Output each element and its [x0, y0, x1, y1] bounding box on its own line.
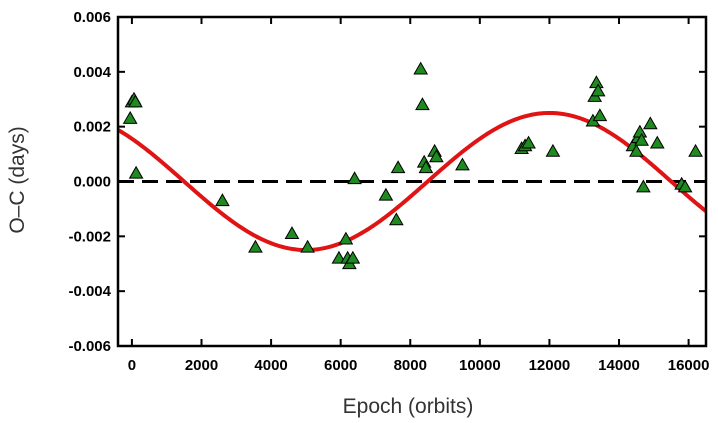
- data-point-31: [589, 75, 604, 89]
- x-tick-label-8: 16000: [668, 357, 710, 374]
- data-point-21: [418, 160, 434, 174]
- data-point-8: [300, 239, 315, 253]
- data-point-35: [629, 143, 644, 157]
- x-tick-label-5: 10000: [459, 357, 501, 374]
- x-tick-label-4: 8000: [394, 357, 427, 374]
- data-point-28: [545, 143, 561, 157]
- y-tick-label-3: 0.000: [73, 174, 111, 191]
- x-tick-label-3: 6000: [324, 357, 357, 374]
- data-point-43: [677, 179, 693, 193]
- fit-curve: [118, 110, 706, 253]
- plot-area: [118, 110, 706, 253]
- x-tick-label-1: 2000: [185, 357, 218, 374]
- data-point-14: [347, 171, 362, 185]
- data-point-19: [415, 97, 430, 111]
- data-point-7: [284, 226, 300, 239]
- plot-layer: [118, 61, 706, 270]
- data-point-17: [390, 160, 406, 174]
- data-point-3: [128, 94, 143, 108]
- y-tick-label-6: 0.006: [73, 9, 111, 26]
- data-point-10: [338, 231, 354, 245]
- y-axis-title: O–C (days): [6, 126, 29, 233]
- data-point-18: [413, 61, 429, 75]
- data-point-0: [122, 110, 138, 124]
- data-point-33: [592, 108, 608, 122]
- data-point-4: [128, 165, 144, 179]
- data-point-32: [590, 83, 606, 97]
- data-point-40: [642, 116, 658, 130]
- data-point-15: [378, 187, 394, 201]
- x-tick-label-2: 4000: [254, 357, 287, 374]
- y-tick-label-0: -0.006: [68, 338, 111, 355]
- y-tick-label-5: 0.004: [73, 64, 111, 81]
- data-point-6: [248, 239, 263, 253]
- data-point-44: [688, 143, 703, 157]
- data-point-24: [455, 157, 470, 171]
- x-axis-title: Epoch (orbits): [343, 395, 474, 418]
- data-point-38: [634, 132, 649, 146]
- x-tick-label-6: 12000: [529, 357, 571, 374]
- data-point-23: [428, 149, 444, 163]
- y-tick-label-1: -0.004: [68, 283, 111, 300]
- x-tick-label-7: 14000: [598, 357, 640, 374]
- axis-layer: 0 2000 4000 6000 8000 10000 12000 14000 16000 -0.…: [68, 9, 709, 374]
- data-point-13: [345, 250, 361, 264]
- data-point-5: [215, 193, 230, 207]
- data-point-39: [636, 179, 651, 193]
- y-tick-label-4: 0.002: [73, 119, 111, 136]
- data-point-41: [649, 135, 665, 149]
- x-tick-label-0: 0: [128, 357, 136, 374]
- data-point-16: [388, 212, 404, 226]
- data-point-27: [521, 135, 536, 149]
- y-tick-label-2: -0.002: [68, 228, 111, 245]
